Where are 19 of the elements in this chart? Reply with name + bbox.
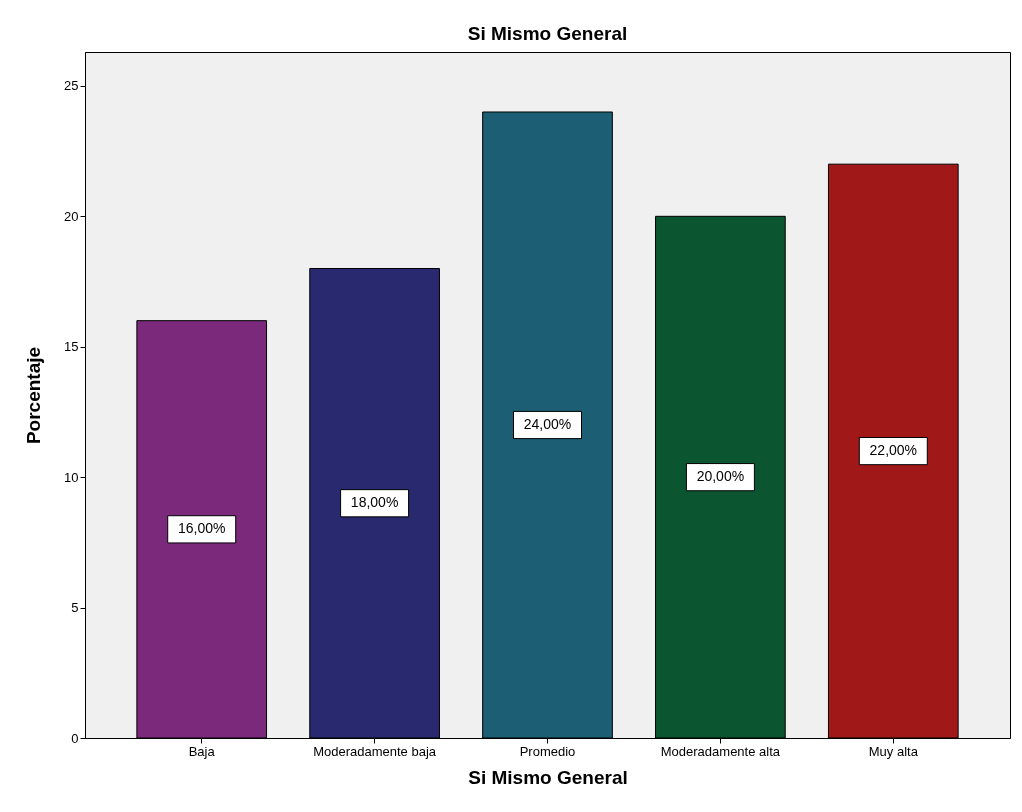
x-tick-label: Moderadamente alta [660,743,781,759]
chart-title: Si Mismo General [467,23,628,44]
y-tick-label: 5 [71,600,79,616]
y-tick-label: 15 [64,339,79,355]
x-tick-label: Muy alta [868,743,919,759]
y-tick-label: 25 [64,78,79,94]
data-label: 16,00% [177,520,226,537]
x-axis-title: Si Mismo General [468,766,628,788]
data-label: 22,00% [869,442,918,459]
y-tick-label: 20 [64,208,79,224]
x-tick-label: Moderadamente baja [313,743,437,759]
data-label: 20,00% [696,468,745,485]
x-tick-label: Promedio [519,743,576,759]
y-tick-label: 0 [71,730,79,746]
y-tick-label: 10 [64,469,79,485]
y-axis-title: Porcentaje [23,346,45,445]
x-tick-label: Baja [188,743,216,759]
data-label: 24,00% [523,416,572,432]
data-label: 18,00% [350,494,399,511]
